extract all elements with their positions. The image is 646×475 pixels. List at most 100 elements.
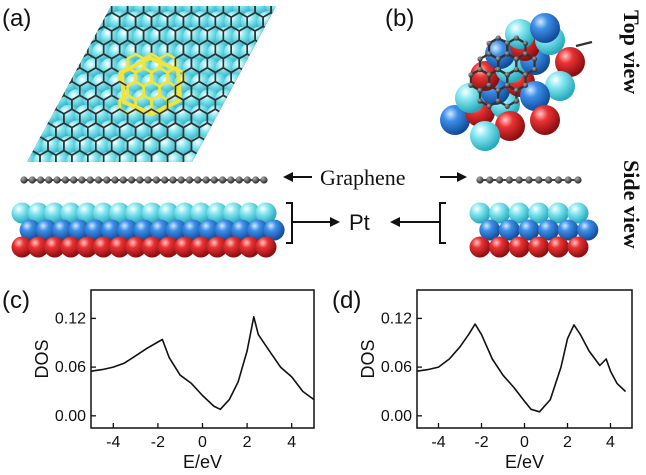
graphene-ring (287, 54, 303, 72)
graphene-ring (47, 80, 65, 101)
panel-b-top-view (440, 13, 593, 151)
carbon-atom (70, 176, 78, 184)
x-tick-label: 2 (563, 434, 572, 451)
carbon-atom (144, 176, 152, 184)
pt-atom (27, 202, 49, 224)
pt-atom (92, 236, 114, 258)
x-tick-label: -2 (474, 434, 488, 451)
pt-atom (27, 236, 49, 258)
graphene-ring (270, 80, 276, 101)
pt-atom (117, 219, 139, 241)
graphene-ring (303, 26, 319, 44)
pt-atom (489, 202, 511, 224)
y-axis-label: DOS (358, 339, 378, 378)
graphene-ring (39, 39, 57, 60)
pt-atom (190, 104, 212, 126)
pt-atom (567, 202, 589, 224)
pt-atom (141, 73, 162, 95)
pt-atom (469, 236, 491, 258)
pt-atom (547, 202, 569, 224)
pt-atom (133, 219, 155, 241)
carbon-atom (103, 176, 111, 184)
x-tick-label: 2 (243, 434, 252, 451)
pt-atom (91, 73, 113, 95)
graphene-ring (136, 0, 152, 3)
carbon-atom (177, 176, 185, 184)
x-tick-label: 4 (287, 434, 296, 451)
graphene-ring (335, 109, 351, 127)
graphene-ring (254, 108, 272, 129)
graphene-ring (79, 6, 97, 19)
pt-atom (44, 202, 65, 224)
pt-atom (530, 13, 560, 43)
y-tick-label: 0.00 (55, 408, 86, 425)
graphene-ring (319, 137, 335, 155)
pt-atom (109, 202, 131, 224)
carbon-atom (522, 72, 529, 78)
pt-atom (495, 111, 525, 141)
panel-label-c: (c) (2, 287, 30, 314)
graphene-ring (327, 95, 343, 113)
graphene-ring (8, 123, 24, 141)
pt-atom (157, 73, 179, 95)
pt-atom (141, 202, 163, 224)
pt-atom (190, 202, 212, 224)
pt-atom (52, 219, 74, 241)
carbon-atom (210, 176, 218, 184)
pt-atom (530, 105, 560, 135)
carbon-atom (486, 103, 492, 109)
graphene-ring (303, 54, 319, 72)
graphene-ring (0, 137, 16, 155)
pt-atom (255, 236, 277, 258)
pt-atom (547, 236, 569, 258)
graphene-ring (238, 80, 256, 101)
graphene-ring (279, 0, 295, 3)
graphene-ring (206, 135, 225, 157)
panel-b-side-view (469, 176, 599, 258)
pt-atom (183, 6, 204, 17)
graphene-ring (246, 94, 264, 115)
pt-atom (198, 89, 220, 111)
carbon-atom (219, 176, 227, 184)
pt-atom (150, 6, 171, 17)
x-axis-label: E/eV (183, 452, 222, 472)
pt-atom (174, 236, 196, 258)
carbon-atom (495, 87, 501, 94)
graphene-ring (295, 123, 311, 141)
pt-atom (198, 219, 220, 241)
graphene-ring (152, 0, 168, 3)
pt-atom (125, 236, 147, 258)
carbon-atom (532, 66, 538, 73)
graphene-ring (327, 68, 343, 86)
graphene-ring (254, 135, 272, 157)
pt-atom (269, 6, 276, 24)
graphene-ring (222, 135, 240, 157)
x-tick-label: -4 (106, 434, 120, 451)
graphene-ring (238, 135, 256, 157)
graphene-ring (279, 68, 295, 86)
graphene-bond (575, 40, 593, 48)
graphene-ring (27, 80, 33, 101)
graphene-ring (343, 13, 359, 31)
graphene-ring (246, 122, 264, 143)
pt-atom (249, 6, 270, 17)
carbon-atom (136, 176, 144, 184)
graphene-ring (246, 149, 264, 162)
y-tick-label: 0.06 (381, 359, 412, 376)
carbon-atom (545, 176, 553, 184)
carbon-atom (243, 176, 251, 184)
graphene-ring (120, 0, 136, 3)
carbon-atom (477, 98, 483, 104)
pt-atom (166, 6, 188, 17)
graphene-ring (287, 26, 303, 44)
carbon-atom (554, 176, 563, 184)
panel-label-d: (d) (332, 287, 361, 314)
graphene-ring (39, 11, 57, 32)
graphene-ring (27, 108, 33, 129)
graphene-ring (183, 0, 199, 3)
carbon-atom (486, 51, 492, 57)
graphene-ring (319, 109, 335, 127)
graphene-ring (279, 95, 295, 113)
graphene-ring (327, 40, 343, 58)
